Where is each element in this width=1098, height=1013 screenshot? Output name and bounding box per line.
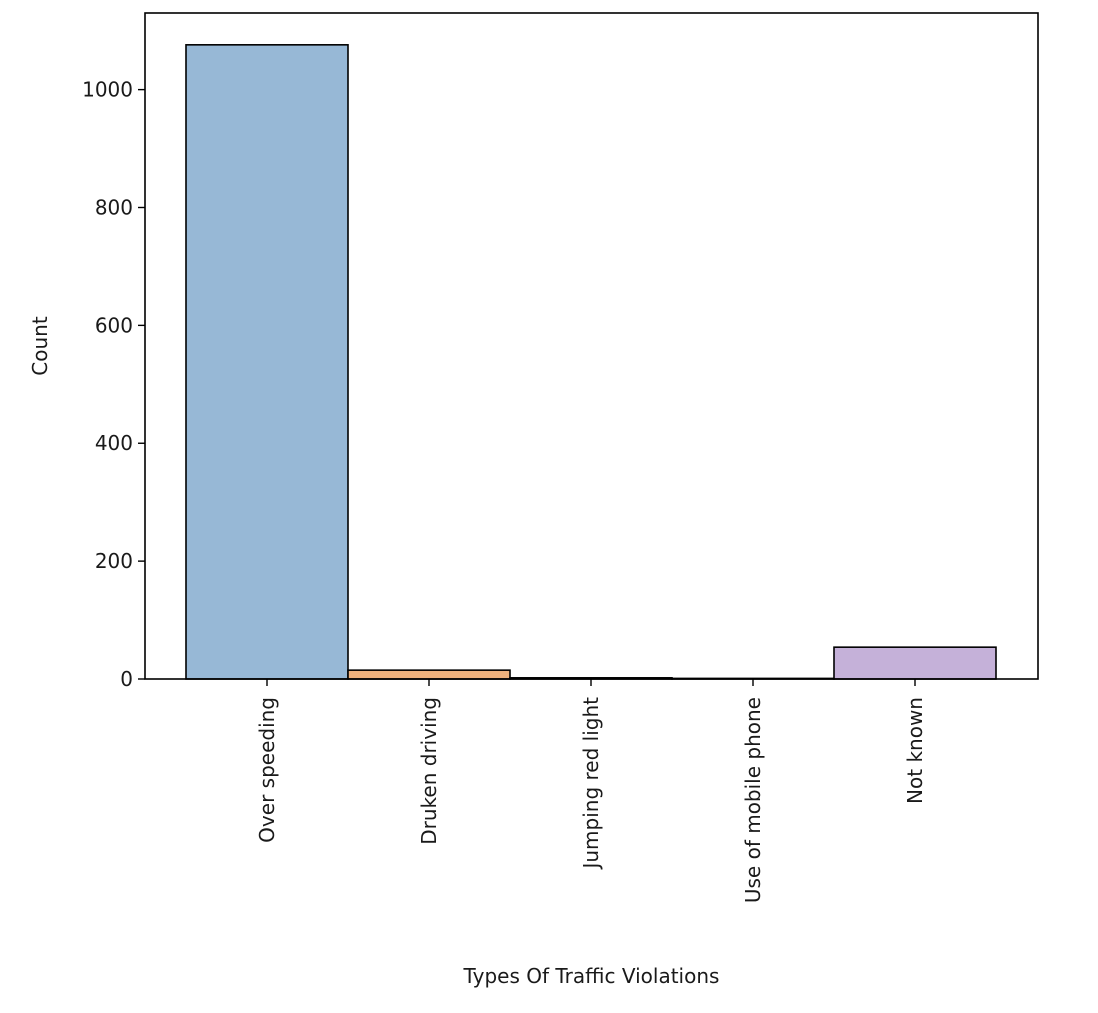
bar-druken-driving — [347, 669, 511, 680]
x-tick-label: Jumping red light — [579, 697, 603, 871]
y-axis-label: Count — [28, 316, 52, 376]
bars-layer — [185, 44, 997, 680]
x-tick-label: Druken driving — [417, 697, 441, 845]
y-tick-label: 600 — [95, 313, 133, 337]
x-tick-label: Not known — [903, 697, 927, 804]
y-tick-label: 800 — [95, 195, 133, 219]
y-tick-label: 400 — [95, 431, 133, 455]
plot-frame — [144, 12, 1039, 680]
x-axis: Over speeding Druken driving Jumping red l… — [255, 679, 927, 903]
y-tick-label: 1000 — [82, 78, 133, 102]
x-tick-label: Over speeding — [255, 697, 279, 843]
bar-not-known — [833, 646, 997, 680]
y-tick-label: 0 — [120, 667, 133, 691]
y-axis: 0 200 400 600 800 1000 — [82, 78, 145, 691]
bar-over-speeding — [185, 44, 349, 680]
y-tick-label: 200 — [95, 549, 133, 573]
x-tick-label: Use of mobile phone — [741, 697, 765, 903]
x-axis-label: Types Of Traffic Violations — [463, 964, 720, 988]
